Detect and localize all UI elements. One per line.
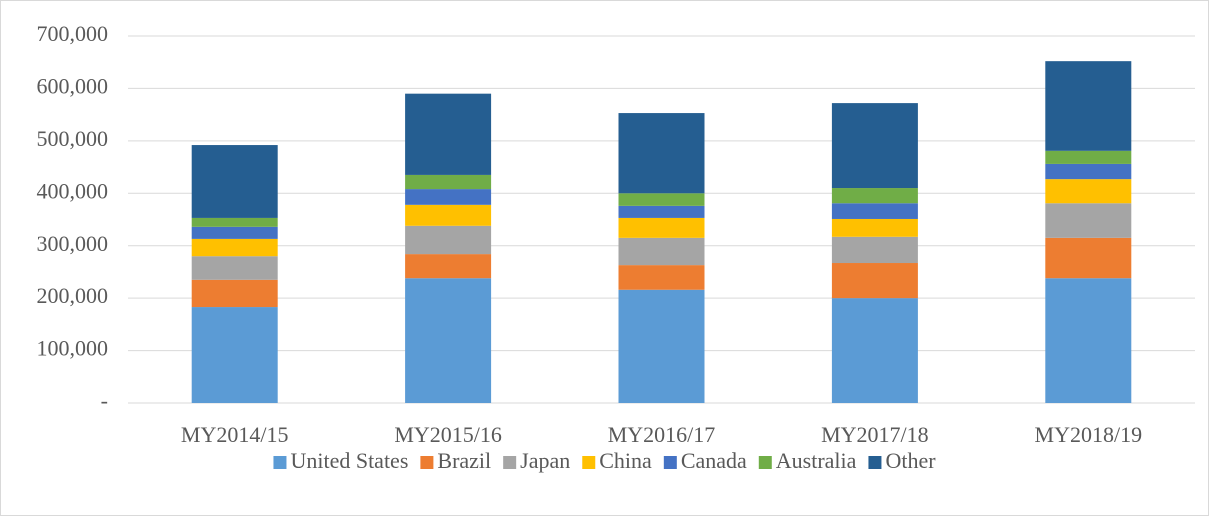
y-tick-label: 500,000 [37, 126, 109, 151]
x-tick-label: MY2014/15 [181, 422, 289, 447]
x-tick-label: MY2018/19 [1035, 422, 1143, 447]
bar-segment [831, 218, 918, 237]
bar-segment [618, 265, 705, 290]
bar-segment [1045, 237, 1132, 279]
legend-swatch [663, 456, 677, 469]
bar-segment [1045, 150, 1132, 164]
y-tick-label: 100,000 [37, 336, 109, 361]
legend-swatch [582, 456, 596, 469]
y-tick-label: 300,000 [37, 231, 109, 256]
bar-segment [1045, 203, 1132, 238]
bar-segment [191, 226, 278, 239]
bar-segment [618, 193, 705, 206]
bar-segment [405, 204, 492, 226]
bar-segment [618, 237, 705, 266]
legend-swatch [503, 456, 517, 469]
legend-swatch [273, 456, 287, 469]
bar-segment [618, 289, 705, 403]
legend-swatch [758, 456, 772, 469]
x-tick-label: MY2016/17 [608, 422, 716, 447]
bar-segment [1045, 179, 1132, 204]
bar-segment [191, 145, 278, 218]
legend-swatch [868, 456, 882, 469]
bar-segment [191, 279, 278, 308]
bar-segment [405, 225, 492, 255]
x-tick-label: MY2017/18 [821, 422, 929, 447]
bar-segment [191, 256, 278, 280]
y-tick-label: - [101, 388, 108, 413]
bar-segment [618, 217, 705, 238]
bar-segment [405, 189, 492, 205]
bar-segment [405, 174, 492, 190]
bar-segment [1045, 163, 1132, 180]
bar-segment [831, 236, 918, 264]
bar-segment [405, 254, 492, 279]
bar-segment [1045, 61, 1132, 151]
bar-segment [618, 205, 705, 218]
legend-label: Brazil [437, 448, 491, 473]
y-tick-label: 200,000 [37, 283, 109, 308]
bar-segment [831, 298, 918, 403]
bar-segment [831, 203, 918, 219]
bar-segment [191, 238, 278, 257]
y-tick-label: 400,000 [37, 178, 109, 203]
legend-label: China [599, 448, 652, 473]
legend-label: Australia [776, 448, 857, 473]
bar-segment [405, 278, 492, 403]
bar-segment [191, 217, 278, 227]
legend-label: Japan [520, 448, 570, 473]
bar-segment [405, 93, 492, 175]
legend-swatch [420, 456, 434, 469]
bar-segment [831, 188, 918, 204]
bar-segment [618, 113, 705, 194]
bar-segment [831, 263, 918, 299]
bar-segment [191, 307, 278, 403]
y-tick-label: 700,000 [37, 21, 109, 46]
bar-segment [831, 103, 918, 189]
y-tick-label: 600,000 [37, 73, 109, 98]
legend-label: Canada [681, 448, 747, 473]
legend-label: Other [885, 448, 936, 473]
x-tick-label: MY2015/16 [394, 422, 502, 447]
bar-segment [1045, 278, 1132, 403]
legend-label: United States [290, 448, 408, 473]
